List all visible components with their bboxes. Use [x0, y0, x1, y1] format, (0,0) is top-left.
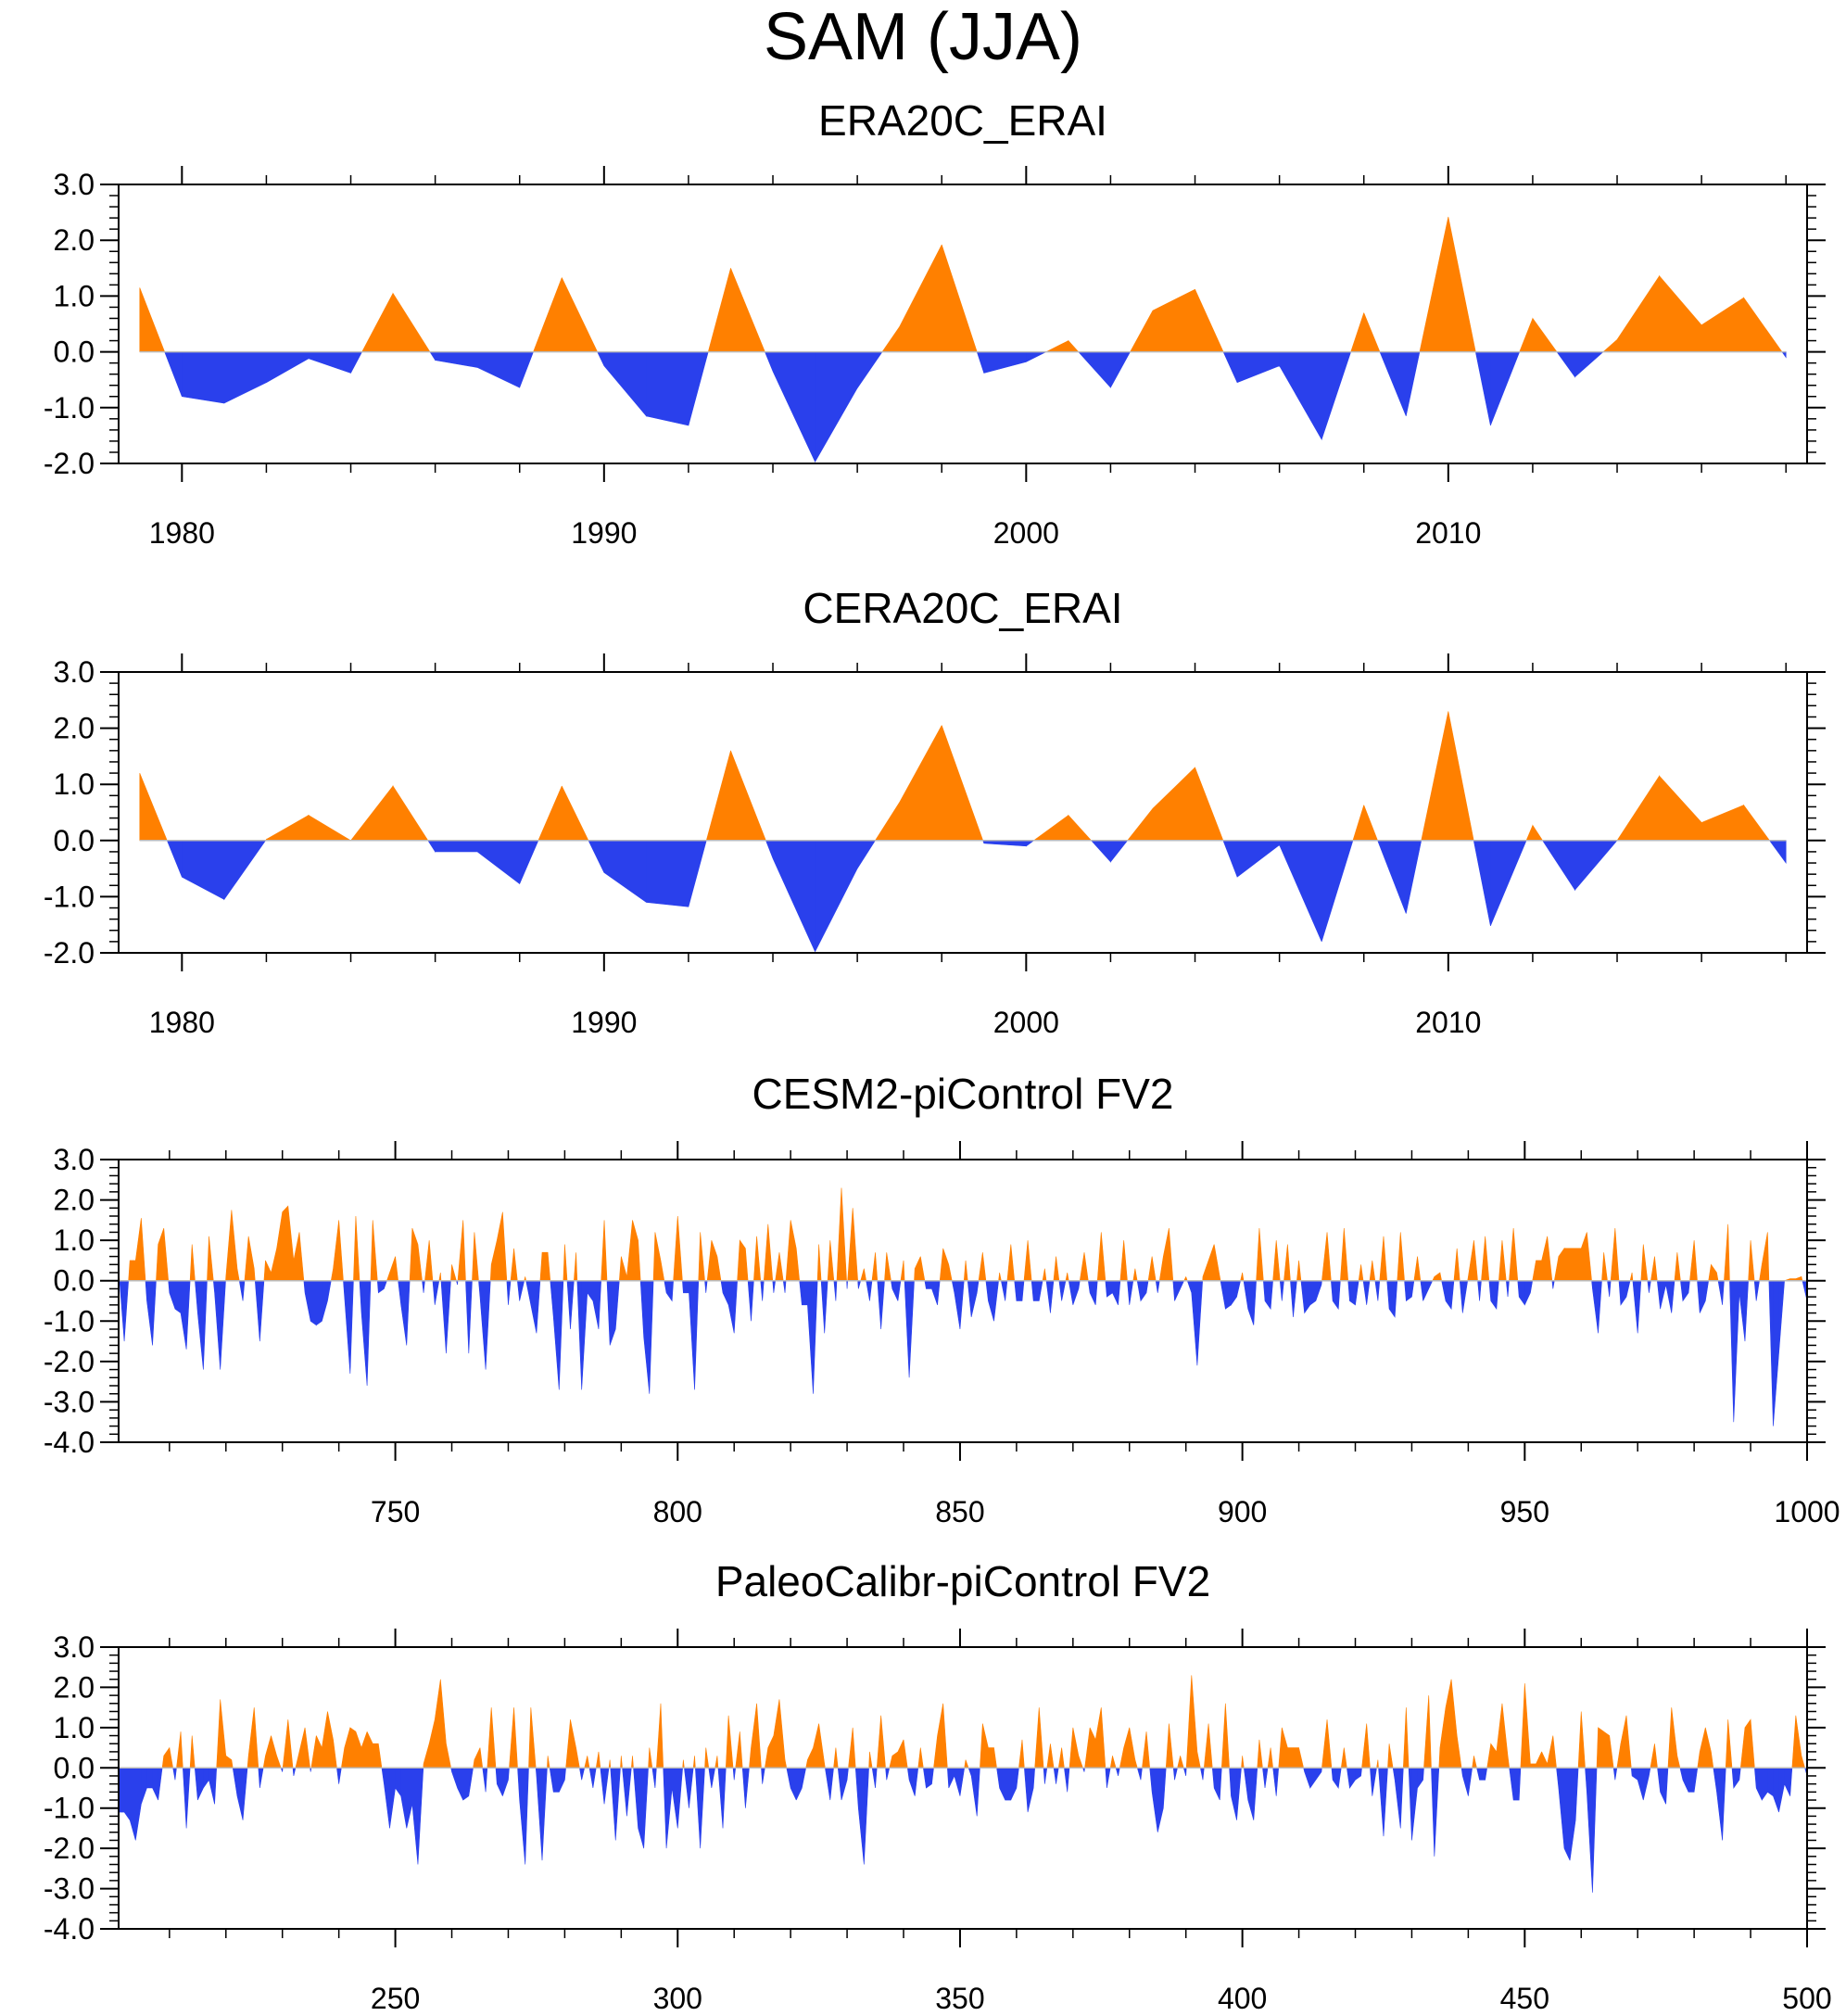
positive-area [161, 1675, 1805, 1769]
x-tick-label: 1990 [571, 516, 637, 550]
y-tick-label: -1.0 [44, 1304, 95, 1338]
y-tick-label: 0.0 [54, 1751, 95, 1784]
y-tick-label: -4.0 [44, 1912, 95, 1946]
x-tick-label: 2000 [993, 516, 1059, 550]
x-tick-label: 1980 [149, 1006, 215, 1039]
plot-frame [118, 671, 1808, 954]
panel-title: CERA20C_ERAI [803, 584, 1122, 632]
y-tick-label: -2.0 [44, 1832, 95, 1865]
negative-area [164, 351, 1787, 463]
y-tick-label: 2.0 [54, 223, 95, 257]
chart-panel-4: PaleoCalibr-piControl FV2 -4.0 -3.0 -2.0 -1.… [44, 1557, 1832, 2015]
y-tick-label: 1.0 [54, 767, 95, 801]
y-tick-label: 3.0 [54, 1630, 95, 1664]
positive-area [118, 1187, 1803, 1282]
chart-panel-1: ERA20C_ERAI -2.0 -1.0 0.0 1.0 2.0 3.0 1980 1990 2… [44, 96, 1826, 550]
panel-title: CESM2-piControl FV2 [752, 1070, 1173, 1118]
x-tick-label: 250 [371, 1982, 420, 2015]
negative-area [166, 840, 1787, 952]
y-tick-label: 1.0 [54, 1711, 95, 1744]
x-tick-label: 400 [1218, 1982, 1267, 2015]
y-tick-label: 2.0 [54, 1670, 95, 1704]
y-tick-label: 3.0 [54, 655, 95, 689]
negative-area [119, 1280, 1808, 1426]
y-tick-label: -3.0 [44, 1385, 95, 1418]
y-tick-label: 0.0 [54, 824, 95, 857]
x-tick-label: 850 [935, 1495, 984, 1528]
y-tick-label: -4.0 [44, 1426, 95, 1459]
x-tick-label: 950 [1500, 1495, 1549, 1528]
positive-area [139, 711, 1771, 842]
y-tick-label: 2.0 [54, 1184, 95, 1217]
chart-panel-3: CESM2-piControl FV2 -4.0 -3.0 -2.0 -1.0 0.0 1.… [44, 1070, 1840, 1528]
y-tick-label: 3.0 [54, 168, 95, 201]
y-tick-label: 0.0 [54, 1264, 95, 1298]
x-tick-label: 500 [1782, 1982, 1831, 2015]
x-tick-label: 800 [653, 1495, 702, 1528]
y-tick-label: -2.0 [44, 936, 95, 970]
x-tick-label: 350 [935, 1982, 984, 2015]
x-tick-label: 1990 [571, 1006, 637, 1039]
y-tick-label: 3.0 [54, 1143, 95, 1176]
y-tick-label: -2.0 [44, 447, 95, 480]
x-tick-label: 750 [371, 1495, 420, 1528]
x-tick-label: 1000 [1774, 1495, 1840, 1528]
panel-title: ERA20C_ERAI [818, 96, 1107, 145]
y-tick-label: -2.0 [44, 1345, 95, 1378]
x-tick-label: 2010 [1415, 516, 1481, 550]
chart-panel-2: CERA20C_ERAI -2.0 -1.0 0.0 1.0 2.0 3.0 1980 1990… [44, 584, 1826, 1039]
y-tick-label: 0.0 [54, 336, 95, 369]
x-tick-label: 1980 [149, 516, 215, 550]
plot-frame [118, 1646, 1808, 1930]
y-tick-label: -1.0 [44, 880, 95, 913]
main-title: SAM (JJA) [763, 0, 1082, 74]
y-tick-label: -3.0 [44, 1872, 95, 1906]
x-tick-label: 300 [653, 1982, 702, 2015]
plot-frame [118, 1159, 1808, 1443]
y-tick-label: -1.0 [44, 1792, 95, 1825]
panel-title: PaleoCalibr-piControl FV2 [715, 1557, 1210, 1605]
y-tick-label: 1.0 [54, 1224, 95, 1257]
x-tick-label: 2000 [993, 1006, 1059, 1039]
y-tick-label: 1.0 [54, 279, 95, 312]
y-tick-label: 2.0 [54, 712, 95, 745]
x-tick-label: 900 [1218, 1495, 1267, 1528]
x-tick-label: 2010 [1415, 1006, 1481, 1039]
plot-frame [118, 184, 1808, 464]
y-tick-label: -1.0 [44, 391, 95, 425]
x-tick-label: 450 [1500, 1982, 1549, 2015]
positive-area [139, 216, 1783, 352]
negative-area [118, 1767, 1808, 1893]
